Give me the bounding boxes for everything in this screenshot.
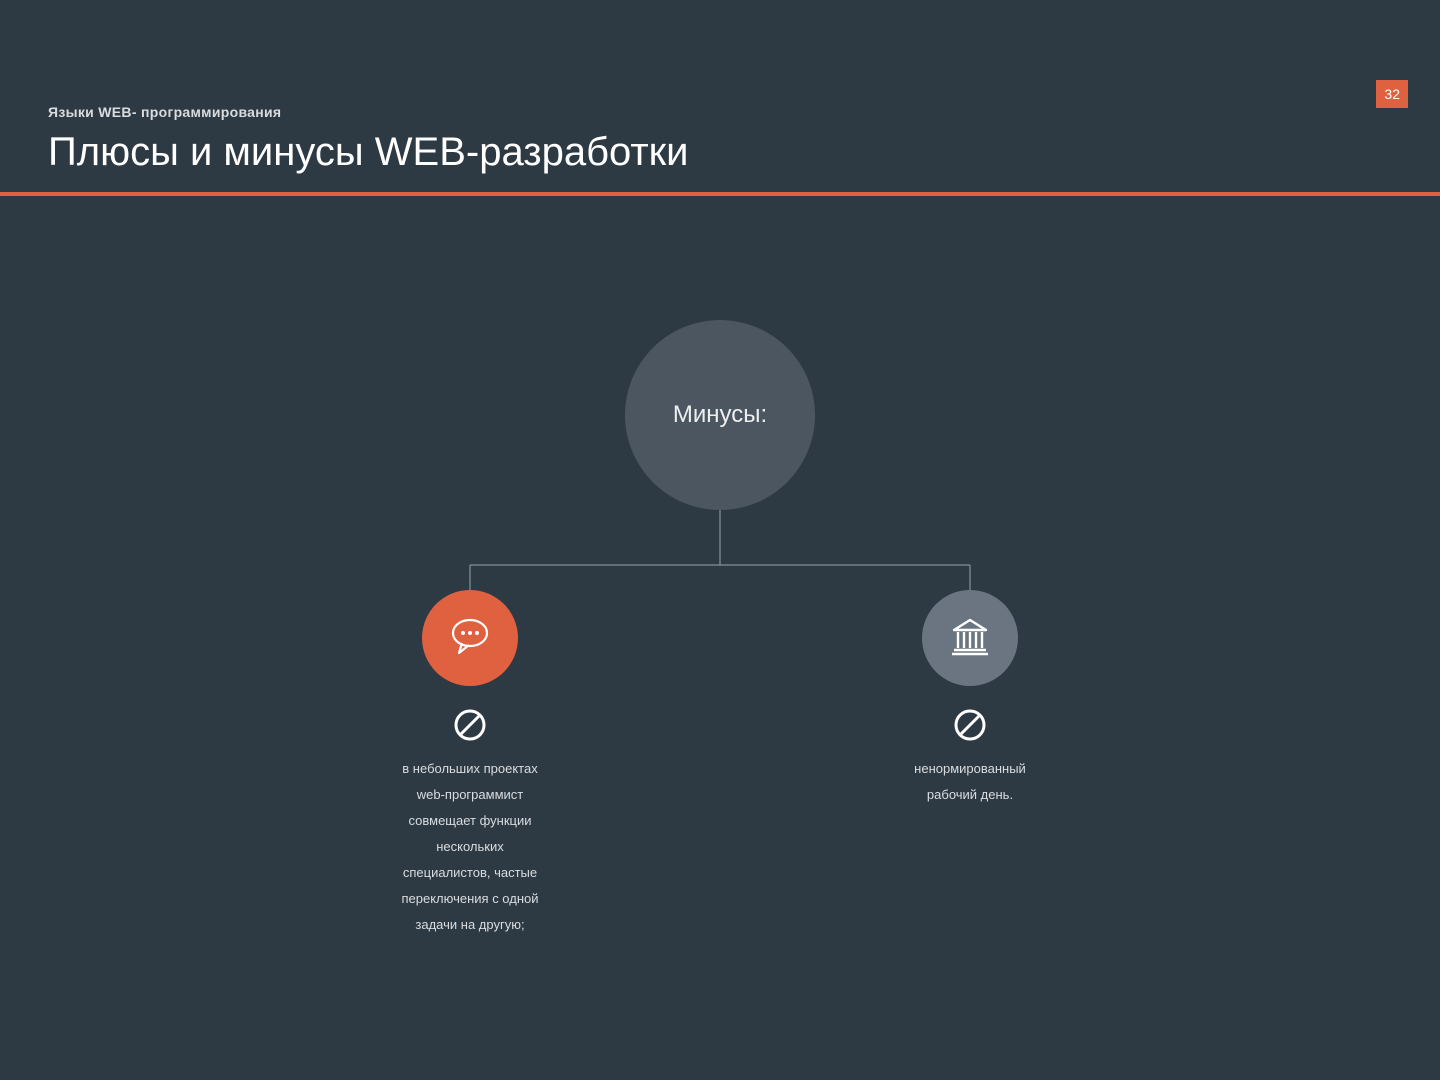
child-node-right: ненормированный рабочий день. — [850, 590, 1090, 808]
prohibit-icon — [953, 708, 987, 742]
minuses-tree-diagram: Минусы: в небольших проектах web-програм… — [0, 320, 1440, 1020]
child-circle-left — [422, 590, 518, 686]
page-number-badge: 32 — [1376, 80, 1408, 108]
page-title: Плюсы и минусы WEB-разработки — [48, 130, 689, 175]
prohibit-icon — [453, 708, 487, 742]
root-label: Минусы: — [673, 401, 767, 429]
child-circle-right — [922, 590, 1018, 686]
child-node-left: в небольших проектах web-программист сов… — [350, 590, 590, 938]
bank-icon — [946, 612, 994, 665]
child-text-right: ненормированный рабочий день. — [850, 756, 1090, 808]
accent-divider — [0, 192, 1440, 196]
root-node: Минусы: — [625, 320, 815, 510]
child-text-left: в небольших проектах web-программист сов… — [350, 756, 590, 938]
speech-bubble-icon — [447, 613, 493, 664]
breadcrumb: Языки WEB- программирования — [48, 104, 281, 120]
